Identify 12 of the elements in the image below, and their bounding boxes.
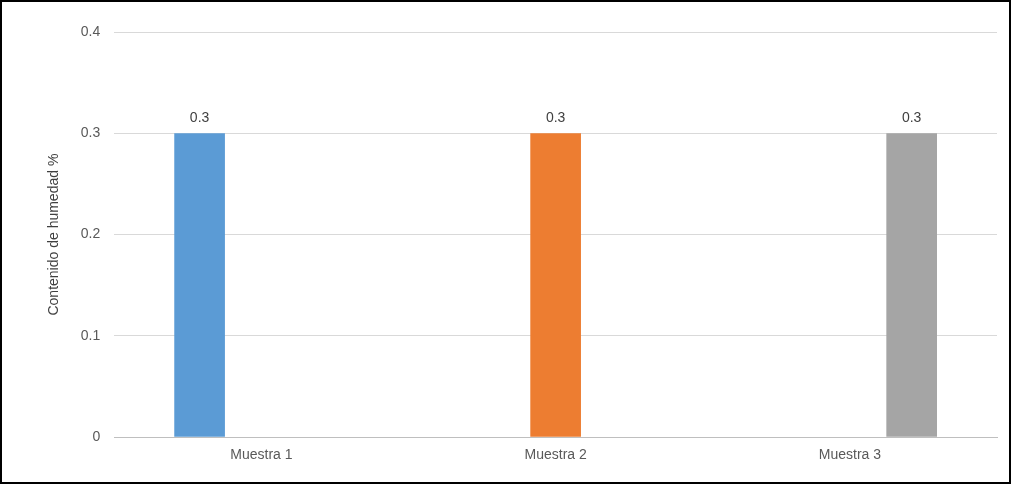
x-tick-label: Muestra 1: [230, 446, 293, 463]
x-tick-label: Muestra 2: [524, 446, 587, 463]
data-label: 0.3: [901, 109, 922, 126]
y-tick-label: 0.4: [80, 22, 101, 39]
y-tick-label: 0.1: [80, 326, 101, 343]
data-label: 0.3: [189, 109, 210, 126]
data-label: 0.3: [545, 109, 566, 126]
y-tick-label: 0.2: [80, 225, 101, 242]
x-tick-label: Muestra 3: [818, 446, 882, 463]
y-tick-label: 0: [92, 428, 101, 445]
y-axis-title: Contenido de humedad %: [45, 153, 62, 316]
y-tick-label: 0.3: [80, 124, 101, 141]
